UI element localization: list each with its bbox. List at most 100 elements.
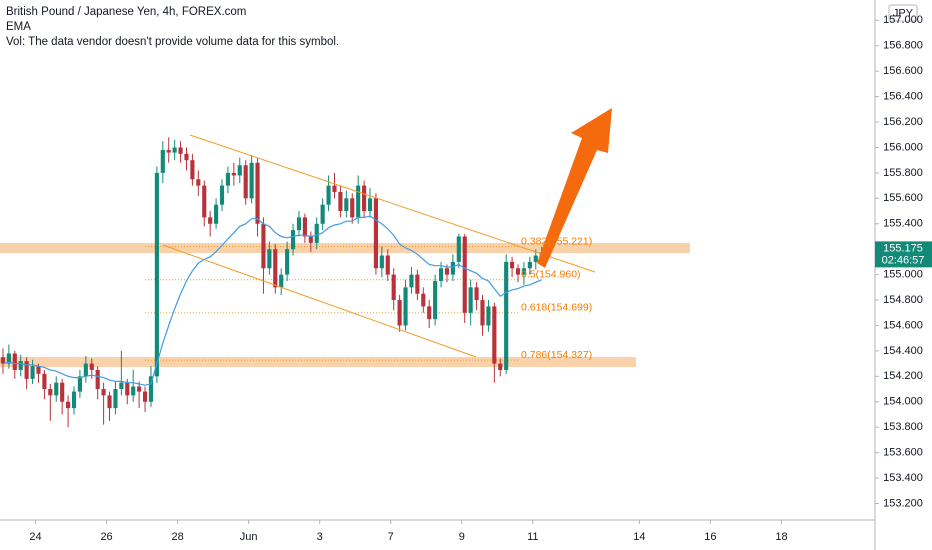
candle-body [332,185,337,192]
candle-body [83,363,88,377]
candle-body [498,363,503,370]
candle-body [225,172,230,186]
x-tick-label: 9 [459,531,465,543]
candle-body [243,165,248,199]
fib-label: 0.786(154.327) [521,349,592,361]
candle-body [60,382,65,402]
candle-body [320,204,325,224]
candle-body [367,198,373,212]
candle-body [107,395,112,409]
y-tick-label: 153.200 [883,497,923,509]
arrow [537,108,612,268]
candle-body [30,366,35,379]
candle-body [137,386,142,392]
candle-body [504,261,509,370]
y-tick-label: 154.600 [883,319,923,331]
fib-label: 0.382(155.221) [521,235,592,247]
candle-body [208,217,213,224]
candle-body [285,249,290,275]
x-tick-label: 28 [171,531,183,543]
candle-body [178,147,183,154]
candle-body [456,236,461,262]
x-tick-label: 26 [100,531,112,543]
candle-body [12,353,17,370]
candle-body [338,191,343,212]
candle-body [273,249,278,288]
candle-body [255,162,260,224]
candle-body [166,150,171,153]
x-tick-label: 7 [388,531,394,543]
last-price-label: 155.175 [883,242,923,254]
y-tick-label: 155.600 [883,192,923,204]
x-tick-label: 24 [29,531,41,543]
last-price-box [875,241,932,268]
candle-body [480,300,485,326]
ema-line [2,215,542,386]
candle-body [119,382,124,390]
candle-body [202,185,207,218]
candle-body [527,261,532,269]
candle-body [350,198,355,218]
candle-body [237,165,242,176]
candle-body [154,172,159,377]
candle-body [521,268,527,275]
candle-body [492,306,497,364]
x-tick-label: 14 [633,531,645,543]
candle-body [125,382,130,396]
y-tick-label: 155.000 [883,269,923,281]
candle-body [6,353,11,364]
candle-body [18,361,23,370]
candle-body [533,255,538,262]
candle-body [314,223,319,243]
candle-body [0,357,6,364]
candle-body [42,373,47,390]
candle-body [385,255,390,275]
candle-body [450,261,455,275]
candle-body [444,268,450,275]
y-tick-label: 153.800 [883,421,923,433]
candle-body [373,198,379,269]
y-tick-label: 154.400 [883,345,923,357]
candle-body [486,306,491,326]
candle-body [36,366,41,374]
candle-body [196,179,201,186]
candle-body [113,389,118,409]
x-tick-label: Jun [240,531,258,543]
y-tick-label: 153.600 [883,447,923,459]
y-tick-label: 156.400 [883,91,923,103]
channel-lower [162,244,477,358]
candle-body [231,172,236,176]
candle-body [89,363,94,370]
y-tick-label: 154.800 [883,294,923,306]
candle-body [279,274,284,288]
y-tick-label: 154.200 [883,370,923,382]
candle-body [131,386,136,396]
candle-body [326,185,331,205]
candle-body [54,382,59,396]
candle-body [415,274,420,294]
candle-body [308,236,313,243]
plot [0,137,544,428]
candle-body [142,391,148,402]
fib-label: 0.618(154.699) [521,302,592,314]
candle-body [344,198,349,212]
candle-body [24,361,29,379]
candle-body [184,153,189,161]
candle-body [391,274,396,301]
countdown: 02:46:57 [882,254,925,266]
candle-body [77,376,82,392]
candle-body [515,268,521,275]
currency[interactable]: JPY [893,7,914,19]
volume-note: Vol: The data vendor doesn't provide vol… [6,36,339,48]
currency-box[interactable] [888,4,918,22]
candle-body [249,162,254,199]
candle-body [302,217,307,237]
x-tick-label: 16 [704,531,716,543]
candle-body [267,249,272,269]
candle-body [95,369,100,390]
candle-body [427,306,432,320]
candle-body [474,287,479,301]
candle-body [101,389,106,396]
candle-body [219,185,225,205]
